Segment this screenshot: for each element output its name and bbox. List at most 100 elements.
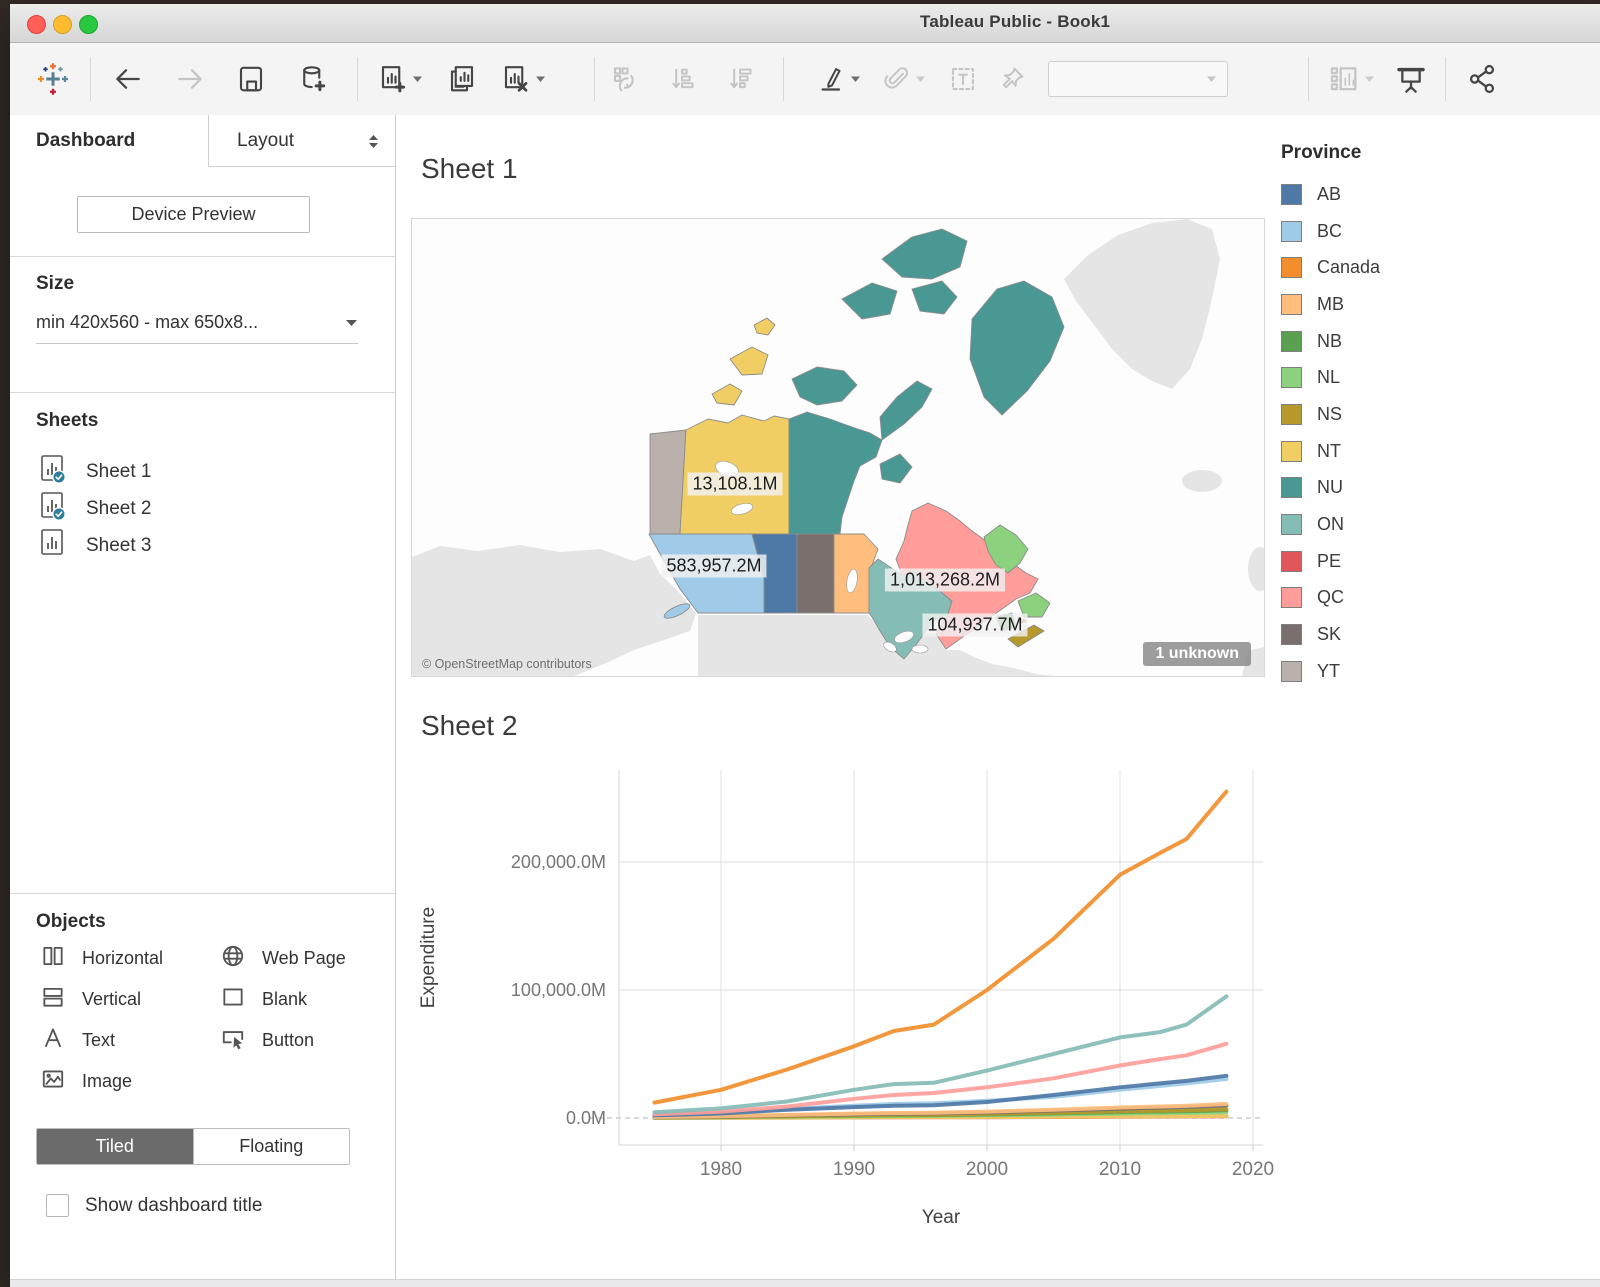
show-dashboard-title-checkbox[interactable] — [46, 1194, 69, 1217]
legend-item-ns[interactable]: NS — [1281, 396, 1481, 433]
sheet2-title: Sheet 2 — [421, 710, 518, 742]
object-item-vertical[interactable]: Vertical — [40, 984, 141, 1014]
map-region-NU-island4[interactable] — [912, 281, 957, 314]
toolbar — [10, 43, 1600, 116]
map-landmass-greenland — [1064, 219, 1220, 389]
map-region-NT-island[interactable] — [712, 384, 742, 405]
legend-title: Province — [1281, 142, 1481, 164]
new-worksheet-button[interactable] — [378, 64, 423, 94]
y-tick-label: 0.0M — [566, 1108, 606, 1128]
map-mark-label-nt: 13,108.1M — [687, 473, 782, 496]
undo-button[interactable] — [112, 63, 144, 95]
legend-item-label: NS — [1317, 404, 1342, 425]
image-icon — [40, 1066, 66, 1097]
legend-item-label: PE — [1317, 551, 1341, 572]
legend-item-mb[interactable]: MB — [1281, 286, 1481, 323]
legend-item-on[interactable]: ON — [1281, 506, 1481, 543]
tab-dashboard[interactable]: Dashboard — [10, 115, 208, 167]
legend-item-ca[interactable]: Canada — [1281, 249, 1481, 286]
button-icon — [220, 1025, 246, 1056]
object-item-label: Button — [262, 1030, 314, 1051]
legend-item-nb[interactable]: NB — [1281, 323, 1481, 360]
line-series-on[interactable] — [655, 996, 1227, 1112]
tableau-logo[interactable] — [35, 61, 71, 97]
object-item-web-page[interactable]: Web Page — [220, 943, 346, 973]
share-button[interactable] — [1466, 63, 1498, 95]
sidebar-sheet-item-sheet-3[interactable]: Sheet 3 — [40, 529, 152, 563]
save-button[interactable] — [236, 64, 266, 94]
object-item-text[interactable]: Text — [40, 1025, 115, 1055]
y-axis-title: Expenditure — [418, 907, 439, 1008]
toolbar-divider — [1445, 57, 1446, 101]
legend-swatch — [1281, 184, 1302, 205]
toolbar-divider — [1308, 57, 1309, 101]
zoom-window-button[interactable] — [79, 15, 98, 34]
legend-item-qc[interactable]: QC — [1281, 580, 1481, 617]
unknown-indicator-badge[interactable]: 1 unknown — [1143, 642, 1251, 666]
map-region-SK[interactable] — [797, 534, 834, 613]
legend-item-bc[interactable]: BC — [1281, 213, 1481, 250]
map-view[interactable]: 13,108.1M 583,957.2M 1,013,268.2M 104,93… — [411, 218, 1265, 677]
legend-item-nt[interactable]: NT — [1281, 433, 1481, 470]
legend-item-nl[interactable]: NL — [1281, 359, 1481, 396]
size-dropdown[interactable]: min 420x560 - max 650x8... — [36, 312, 358, 344]
worksheet-icon — [40, 454, 66, 490]
map-region-NU-melville[interactable] — [880, 381, 932, 440]
tab-layout[interactable]: Layout — [208, 115, 395, 167]
object-item-blank[interactable]: Blank — [220, 984, 307, 1014]
map-region-NU-ellesmere[interactable] — [882, 229, 967, 279]
minimize-window-button[interactable] — [53, 15, 72, 34]
close-window-button[interactable] — [27, 15, 46, 34]
sidebar-sheet-item-sheet-1[interactable]: Sheet 1 — [40, 455, 152, 489]
webpage-icon — [220, 943, 246, 974]
map-region-NU-island3[interactable] — [842, 283, 897, 319]
group-button — [883, 65, 926, 93]
legend-swatch — [1281, 404, 1302, 425]
object-item-image[interactable]: Image — [40, 1066, 132, 1096]
tiled-button[interactable]: Tiled — [37, 1129, 193, 1164]
chevron-down-icon — [345, 319, 358, 327]
tiled-label: Tiled — [96, 1136, 134, 1157]
highlight-button[interactable] — [818, 65, 861, 93]
legend-item-pe[interactable]: PE — [1281, 543, 1481, 580]
legend-item-label: MB — [1317, 294, 1344, 315]
map-region-NT-island2[interactable] — [754, 318, 775, 335]
duplicate-sheet-button[interactable] — [447, 64, 477, 94]
legend-item-label: NU — [1317, 477, 1343, 498]
legend-item-ab[interactable]: AB — [1281, 176, 1481, 213]
map-region-NU-baffin[interactable] — [970, 281, 1064, 415]
add-data-button[interactable] — [298, 64, 328, 94]
map-region-NU-victoria[interactable] — [792, 367, 857, 405]
map-region-NU[interactable] — [789, 412, 882, 534]
sidebar-sheet-item-sheet-2[interactable]: Sheet 2 — [40, 492, 152, 526]
object-item-horizontal[interactable]: Horizontal — [40, 943, 163, 973]
blank-icon — [220, 984, 246, 1015]
tab-layout-label: Layout — [237, 130, 294, 152]
legend-swatch — [1281, 514, 1302, 535]
legend-item-yt[interactable]: YT — [1281, 653, 1481, 690]
x-tick-label: 1990 — [833, 1159, 875, 1180]
device-preview-button[interactable]: Device Preview — [77, 196, 310, 233]
map-region-NT-banks[interactable] — [730, 347, 768, 375]
sheet-item-label: Sheet 3 — [86, 535, 152, 557]
expenditure-line-chart[interactable]: 0.0M100,000.0M200,000.0M1980199020002010… — [396, 755, 1296, 1245]
map-attribution: © OpenStreetMap contributors — [422, 657, 592, 671]
legend-item-sk[interactable]: SK — [1281, 616, 1481, 653]
line-series-canada[interactable] — [655, 792, 1227, 1103]
legend-swatch — [1281, 257, 1302, 278]
floating-button[interactable]: Floating — [193, 1129, 350, 1164]
object-item-label: Vertical — [82, 989, 141, 1010]
presentation-button[interactable] — [1395, 63, 1427, 95]
map-mark-label-on: 104,937.7M — [922, 614, 1027, 637]
vertical-icon — [40, 984, 66, 1015]
legend-swatch — [1281, 221, 1302, 242]
map-region-NU-southampton[interactable] — [880, 454, 912, 483]
sheet-item-label: Sheet 2 — [86, 498, 152, 520]
clear-sheet-button[interactable] — [501, 64, 546, 94]
legend-item-nu[interactable]: NU — [1281, 470, 1481, 507]
object-item-button[interactable]: Button — [220, 1025, 314, 1055]
floating-label: Floating — [239, 1136, 303, 1157]
objects-section-header: Objects — [36, 911, 106, 933]
object-item-label: Web Page — [262, 948, 346, 969]
collapse-pane-icon[interactable] — [366, 133, 381, 156]
